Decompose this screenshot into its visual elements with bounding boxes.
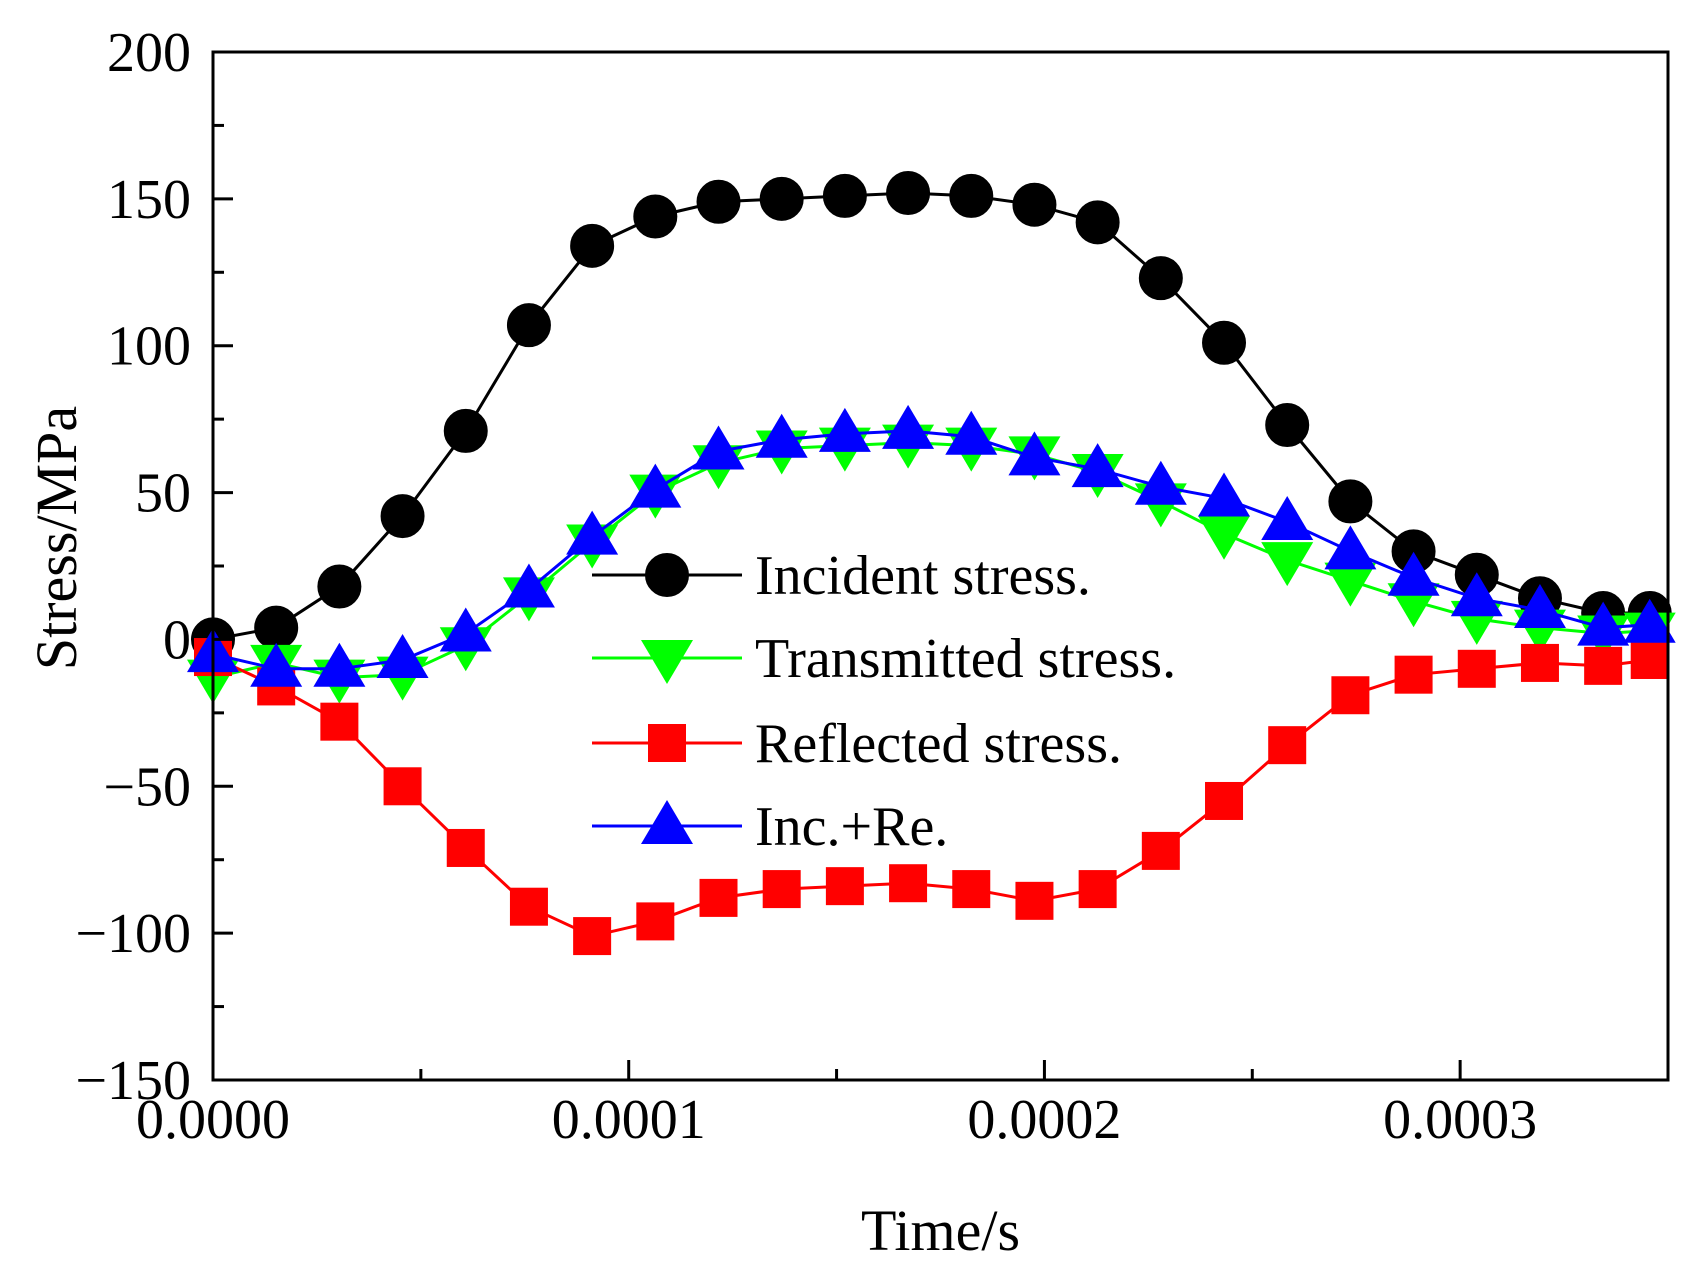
data-point (1261, 495, 1314, 540)
data-point (1138, 256, 1183, 301)
data-point (1265, 403, 1310, 448)
data-point (1198, 515, 1251, 560)
data-point (1450, 572, 1503, 617)
data-point (696, 179, 741, 224)
data-point (1198, 472, 1251, 517)
data-point (573, 917, 612, 956)
data-point (629, 463, 682, 508)
data-point (1394, 655, 1433, 694)
data-point (313, 642, 366, 687)
legend-swatch-marker (641, 800, 693, 844)
data-point (376, 633, 429, 678)
data-point (1268, 726, 1307, 765)
y-axis-title: Stress/MPa (24, 406, 89, 670)
data-point (1008, 431, 1061, 476)
data-point (1457, 649, 1496, 688)
data-point (380, 494, 425, 539)
y-tick-label: −150 (75, 1050, 191, 1112)
data-point (1584, 646, 1623, 685)
legend-swatch-marker (641, 640, 693, 684)
legend-swatch-marker (645, 553, 689, 597)
data-point (502, 563, 555, 608)
legend-item: Transmitted stress. (592, 628, 1176, 690)
data-point (250, 642, 303, 687)
data-point (509, 887, 548, 926)
data-point (1141, 831, 1180, 870)
data-point (320, 702, 359, 741)
data-point (1012, 182, 1057, 227)
y-tick-label: 0 (163, 609, 191, 671)
data-point (1324, 525, 1377, 570)
data-point (1205, 781, 1244, 820)
y-tick-label: 200 (107, 22, 191, 84)
legend-label: Reflected stress. (755, 713, 1122, 775)
data-point (1078, 870, 1117, 909)
data-point (1328, 479, 1373, 524)
data-point (822, 173, 867, 218)
data-point (1520, 643, 1559, 682)
data-point (1630, 640, 1669, 679)
data-point (1071, 443, 1124, 488)
y-tick-label: 100 (107, 316, 191, 378)
data-point (1623, 598, 1676, 643)
data-point (254, 605, 299, 650)
data-point (317, 564, 362, 609)
data-point (882, 404, 935, 449)
data-point (1202, 320, 1247, 365)
data-point (570, 223, 615, 268)
data-point (1513, 584, 1566, 629)
series-layer (187, 170, 1676, 956)
data-point (945, 410, 998, 455)
data-point (818, 407, 871, 452)
x-tick-label: 0.0003 (1383, 1089, 1537, 1151)
data-point (1331, 676, 1370, 715)
legend-item: Inc.+Re. (592, 796, 948, 858)
legend-item: Incident stress. (592, 545, 1091, 607)
legend-item: Reflected stress. (592, 713, 1122, 775)
y-tick-label: −50 (103, 756, 191, 818)
ticks-layer: 0.0000 0.0001 0.0002 0.0003 −150 −100 −50 0 50 10… (75, 22, 1537, 1151)
legend-label: Incident stress. (755, 545, 1091, 607)
data-point (1075, 200, 1120, 245)
data-point (699, 878, 738, 917)
data-point (1387, 551, 1440, 596)
legend: Incident stress. Transmitted stress. Refle… (592, 545, 1176, 858)
legend-label: Inc.+Re. (755, 796, 948, 858)
y-tick-label: −100 (75, 903, 191, 965)
data-point (636, 902, 675, 941)
data-point (1134, 460, 1187, 505)
data-point (886, 170, 931, 215)
legend-swatch-marker (648, 724, 686, 762)
data-point (383, 767, 422, 806)
series-3 (187, 404, 1676, 687)
x-tick-label: 0.0001 (552, 1089, 706, 1151)
x-tick-label: 0.0000 (136, 1089, 290, 1151)
data-point (1324, 562, 1377, 607)
data-point (949, 173, 994, 218)
x-axis-title: Time/s (861, 1198, 1020, 1263)
y-tick-label: 50 (135, 463, 191, 525)
data-point (692, 425, 745, 470)
data-point (506, 303, 551, 348)
legend-label: Transmitted stress. (755, 628, 1176, 690)
data-point (755, 413, 808, 458)
data-point (759, 176, 804, 221)
data-point (952, 870, 991, 909)
data-point (1577, 601, 1630, 646)
data-point (762, 870, 801, 909)
data-point (889, 864, 928, 903)
data-point (1015, 881, 1054, 920)
y-tick-label: 150 (107, 169, 191, 231)
data-point (566, 510, 619, 555)
data-point (633, 194, 678, 239)
data-point (825, 867, 864, 906)
data-point (443, 408, 488, 453)
data-point (439, 607, 492, 652)
series-0 (191, 170, 1672, 662)
data-point (446, 828, 485, 867)
x-tick-label: 0.0002 (967, 1089, 1121, 1151)
data-point (1261, 542, 1314, 587)
